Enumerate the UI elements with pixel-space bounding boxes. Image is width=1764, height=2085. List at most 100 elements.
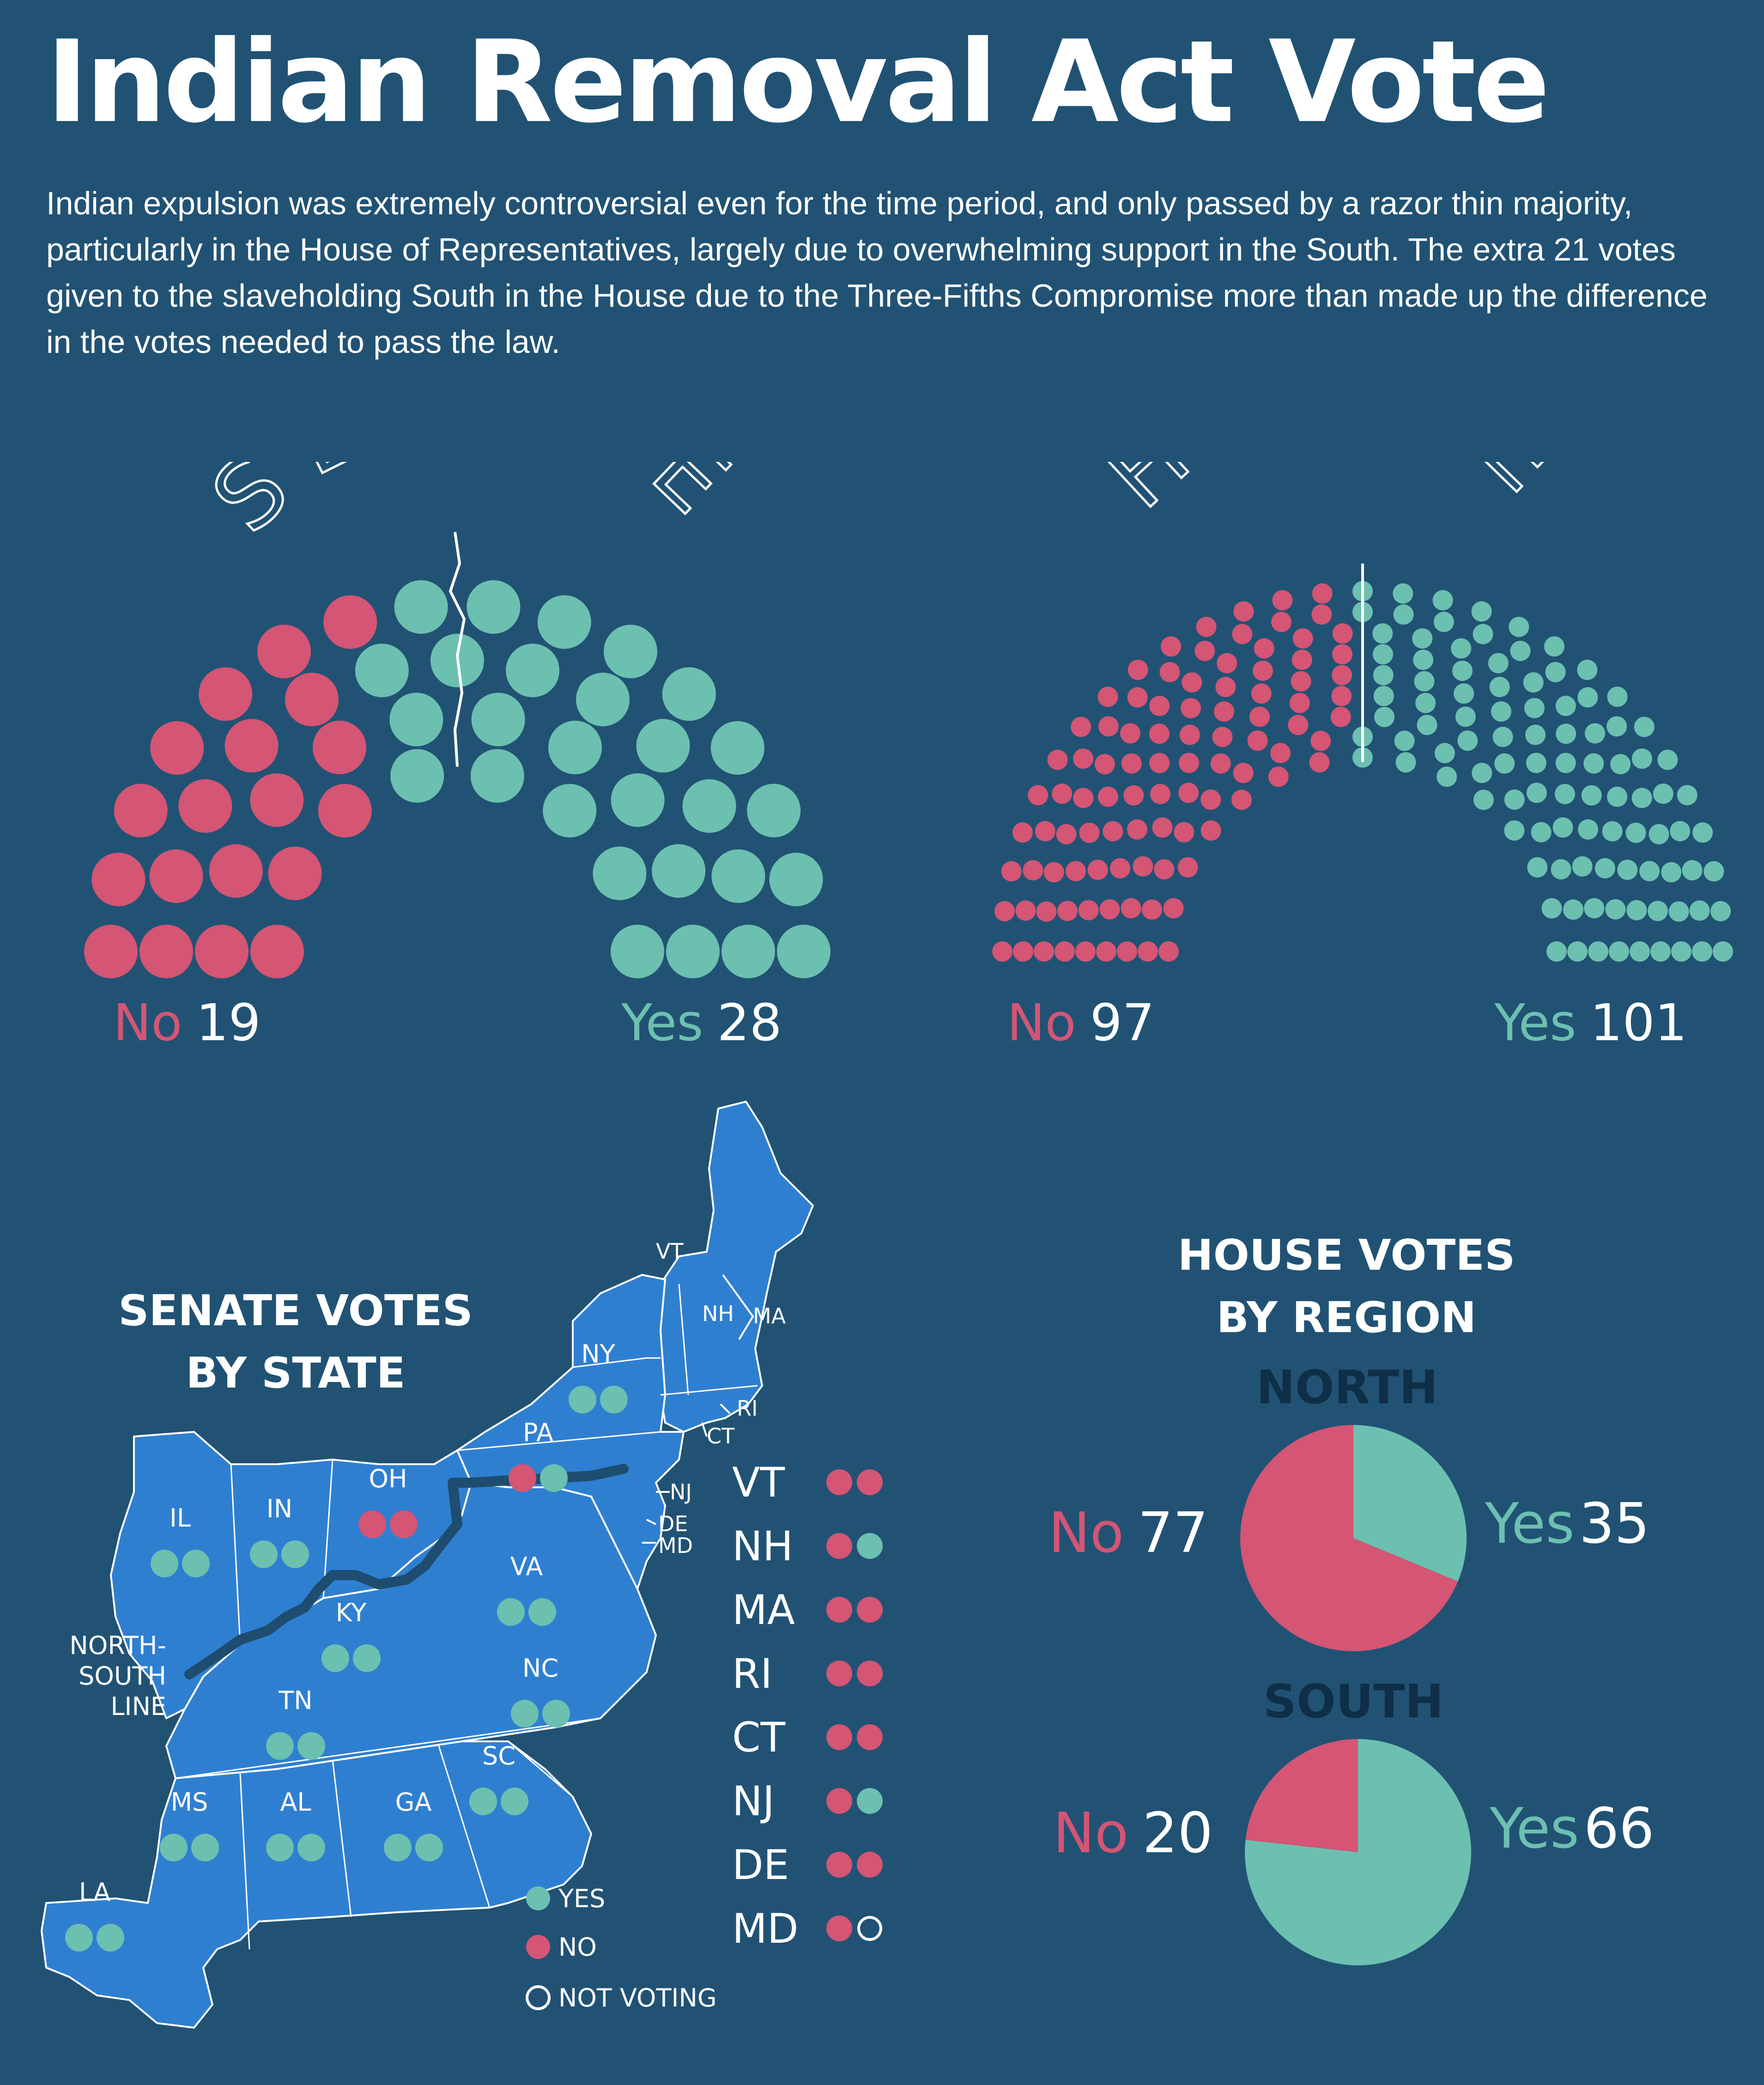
senate-seat-yes [467, 580, 521, 634]
senate-seat-yes [537, 595, 591, 649]
small-state-row-ri: RI [732, 1642, 885, 1705]
map-vote-nc-yes [542, 1700, 570, 1727]
line-label-1: NORTH- [69, 1631, 166, 1660]
senate-heading: SENATE [192, 462, 769, 553]
map-tag-ma: MA [753, 1303, 786, 1328]
senate-no-count: 19 [196, 993, 261, 1052]
house-seat-no [1099, 899, 1120, 920]
house-seat-yes [1471, 601, 1492, 622]
small-state-vote-no [857, 1724, 883, 1750]
senate-seat-no [199, 667, 253, 721]
senate-seat-no [84, 925, 138, 978]
senate-no-label: No [113, 993, 182, 1052]
map-vote-ms-yes [191, 1834, 219, 1861]
house-seat-yes [1544, 636, 1564, 657]
house-seat-yes [1671, 941, 1691, 962]
map-label-ky: KY [336, 1598, 367, 1627]
house-seat-yes [1626, 900, 1647, 921]
house-seat-no [1035, 821, 1055, 842]
senate-seat-no [257, 624, 311, 679]
small-state-vote-yes [857, 1533, 883, 1559]
house-seat-no [1097, 686, 1118, 707]
small-state-vote-no [826, 1597, 852, 1623]
small-state-vote-not-voting [857, 1916, 882, 1941]
house-seat-no [1094, 754, 1115, 775]
house-seat-yes [1668, 901, 1689, 922]
small-state-label: MD [732, 1904, 799, 1952]
small-state-row-nj: NJ [732, 1769, 885, 1833]
small-state-label: MA [732, 1586, 795, 1634]
house-seat-no [1331, 685, 1352, 706]
map-label-oh: OH [369, 1464, 407, 1493]
house-seat-yes [1526, 782, 1547, 803]
house-seat-yes [1437, 766, 1457, 787]
map-tag-nj: NJ [670, 1479, 692, 1504]
small-state-row-de: DE [732, 1833, 885, 1897]
map-leader-lines [642, 1274, 754, 1544]
senate-seat-no [150, 721, 204, 775]
map-heading-line2: BY STATE [186, 1348, 406, 1398]
line-label-3: LINE [110, 1692, 166, 1721]
map-vote-ms-yes [160, 1834, 188, 1861]
map-vote-al-yes [297, 1834, 325, 1861]
house-seat-yes [1625, 823, 1646, 843]
region-heading-line1: HOUSE VOTES [1177, 1230, 1515, 1280]
map-vote-tn-yes [266, 1732, 294, 1760]
north-slice-yes [1353, 1425, 1467, 1582]
small-state-votes [826, 1597, 883, 1623]
senate-seats [84, 580, 830, 978]
house-seat-yes [1555, 752, 1576, 773]
house-seat-yes [1489, 677, 1510, 697]
house-seat-yes [1393, 583, 1413, 604]
map-label-va: VA [510, 1552, 543, 1581]
house-seat-yes [1585, 723, 1605, 744]
map-label-pa: PA [523, 1418, 553, 1447]
senate-seat-yes [652, 844, 706, 898]
house-seat-yes [1452, 661, 1473, 681]
senate-seat-no [91, 853, 145, 907]
house-no-tally: No 97 [1007, 993, 1155, 1052]
small-state-row-vt: VT [732, 1450, 885, 1514]
house-seat-yes [1433, 612, 1454, 632]
house-seat-yes [1451, 638, 1472, 659]
house-seat-yes [1607, 786, 1628, 807]
house-seat-yes [1504, 820, 1525, 841]
house-seat-yes [1546, 941, 1567, 962]
map-vote-nc-yes [511, 1700, 539, 1727]
north-yes-count: 35 [1579, 1492, 1650, 1556]
house-seat-no [1179, 724, 1200, 745]
senate-seat-yes [390, 749, 444, 803]
senate-seat-no [285, 673, 339, 727]
map-tag-ri: RI [737, 1396, 758, 1421]
house-yes-label: Yes [1494, 993, 1576, 1052]
house-seat-no [1073, 788, 1094, 808]
house-seat-yes [1578, 819, 1599, 840]
house-seat-no [1288, 715, 1309, 735]
house-seat-no [1079, 823, 1100, 843]
house-seat-no [1182, 672, 1202, 693]
legend-not-voting: NOT VOTING [524, 1972, 717, 2023]
house-seat-yes [1545, 662, 1566, 683]
house-seat-no [1071, 716, 1091, 737]
small-state-vote-no [826, 1661, 852, 1686]
house-seat-yes [1703, 861, 1724, 882]
house-seat-no [1141, 899, 1162, 920]
small-state-vote-no [857, 1597, 883, 1623]
house-seat-yes [1602, 821, 1623, 842]
house-seat-no [1121, 898, 1141, 919]
house-seat-no [1138, 941, 1158, 962]
house-seat-no [1247, 730, 1268, 751]
house-seat-no [1312, 583, 1333, 604]
house-seats [992, 581, 1733, 962]
senate-seat-yes [576, 673, 630, 727]
legend-not-voting-label: NOT VOTING [558, 1983, 717, 2012]
senate-seat-no [224, 719, 279, 773]
house-seat-yes [1373, 644, 1393, 665]
house-seat-no [1121, 753, 1142, 774]
house-seat-yes [1584, 898, 1605, 919]
map-label-nc: NC [522, 1654, 558, 1683]
north-label: NORTH [1256, 1360, 1438, 1414]
house-seat-yes [1563, 899, 1584, 920]
senate-seat-no [195, 925, 249, 978]
